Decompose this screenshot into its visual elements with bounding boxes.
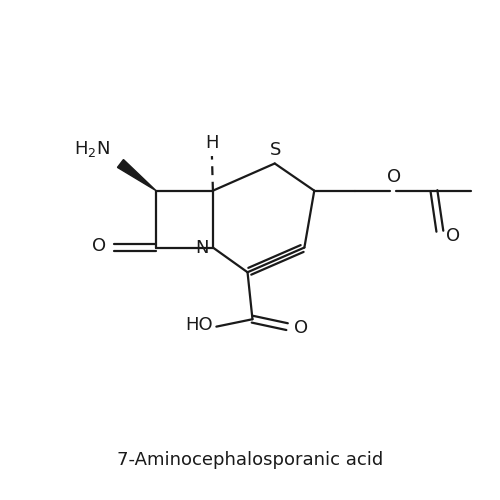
Text: HO: HO: [186, 316, 213, 334]
Text: O: O: [294, 318, 308, 336]
Text: H: H: [206, 134, 219, 152]
Text: N: N: [196, 239, 209, 257]
Text: O: O: [92, 236, 106, 254]
Text: 7-Aminocephalosporanic acid: 7-Aminocephalosporanic acid: [117, 451, 383, 469]
Text: O: O: [388, 168, 402, 186]
Polygon shape: [118, 160, 156, 190]
Text: H$_2$N: H$_2$N: [74, 138, 110, 158]
Text: O: O: [446, 227, 460, 245]
Text: S: S: [270, 140, 281, 158]
